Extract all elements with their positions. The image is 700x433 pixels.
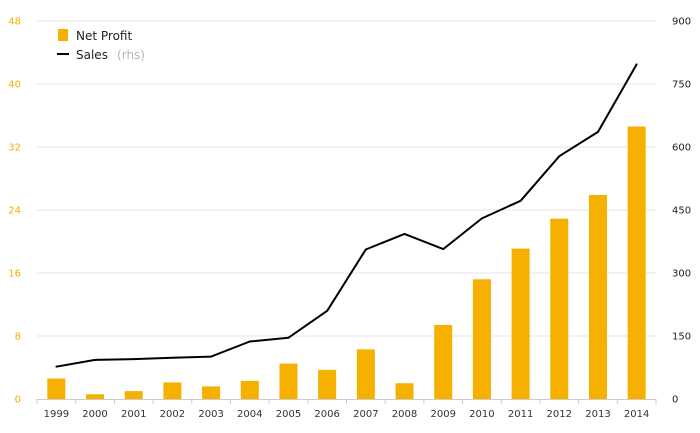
y-left-tick-label: 40	[8, 80, 21, 91]
y-left-tick-label: 24	[8, 206, 21, 217]
x-tick-label: 2012	[547, 409, 572, 420]
y-right-tick-label: 750	[672, 80, 691, 91]
point-sales-2005	[287, 336, 290, 339]
x-tick-label: 2004	[237, 409, 262, 420]
bar-net-profit-1999	[47, 378, 66, 399]
x-tick-label: 2014	[624, 409, 649, 420]
axes: 0 8 16 24 32 40 48 0 150 300 450 600 750 900 1999 2000 2…	[8, 17, 691, 421]
y-right-tick-label: 600	[672, 143, 691, 154]
y-right-tick-label: 0	[672, 395, 678, 406]
point-sales-2007	[364, 248, 367, 251]
point-sales-2011	[519, 199, 522, 202]
bar-net-profit-2000	[86, 394, 105, 399]
y-right-tick-label: 150	[672, 332, 691, 343]
bar-net-profit-2011	[511, 248, 530, 399]
point-sales-2004	[248, 340, 251, 343]
bar-net-profit-2009	[434, 324, 453, 399]
x-tick-label: 2009	[430, 409, 455, 420]
legend: Net Profit Sales (rhs)	[57, 29, 145, 63]
y-left-tick-label: 0	[15, 395, 21, 406]
point-sales-1999	[55, 365, 58, 368]
x-tick-label: 1999	[44, 409, 69, 420]
bar-net-profit-2002	[163, 382, 182, 399]
x-tick-label: 2005	[276, 409, 301, 420]
point-sales-2013	[597, 130, 599, 133]
point-sales-2010	[481, 217, 483, 220]
point-sales-2001	[132, 358, 135, 360]
sales-line-series	[55, 63, 638, 368]
bar-net-profit-2005	[279, 363, 298, 399]
legend-label-sales-name: Sales	[76, 48, 108, 62]
legend-label-net-profit: Net Profit	[76, 29, 132, 43]
x-tick-label: 2013	[585, 409, 610, 420]
x-tick-label: 2007	[353, 409, 378, 420]
bar-net-profit-2006	[318, 369, 337, 399]
x-tick-label: 2000	[82, 409, 107, 420]
x-tick-label: 2010	[469, 409, 494, 420]
bar-net-profit-2012	[550, 218, 569, 399]
legend-label-sales: Sales (rhs)	[76, 44, 145, 63]
y-right-tick-label: 900	[672, 17, 691, 28]
bar-net-profit-2010	[472, 279, 491, 399]
net-profit-bars	[47, 126, 646, 400]
point-sales-2009	[442, 248, 445, 250]
x-tick-label: 2008	[392, 409, 417, 420]
x-tick-label: 2011	[508, 409, 533, 420]
bar-net-profit-2013	[588, 195, 607, 399]
legend-swatch-net-profit	[58, 29, 68, 41]
bar-net-profit-2007	[356, 349, 375, 399]
point-sales-2008	[403, 233, 406, 235]
point-sales-2000	[94, 359, 96, 361]
legend-label-sales-suffix: (rhs)	[117, 48, 145, 62]
bar-net-profit-2004	[240, 380, 259, 399]
x-tick-label: 2001	[121, 409, 146, 420]
bar-net-profit-2008	[395, 383, 414, 399]
x-tick-label: 2006	[314, 409, 339, 420]
y-left-tick-label: 8	[15, 332, 21, 343]
bar-net-profit-2003	[202, 386, 221, 399]
y-right-tick-label: 450	[672, 206, 691, 217]
y-left-tick-label: 16	[8, 269, 21, 280]
y-right-tick-label: 300	[672, 269, 691, 280]
point-sales-2006	[326, 309, 329, 312]
x-tick-label: 2003	[198, 409, 223, 420]
y-left-tick-label: 48	[8, 17, 21, 28]
x-tick-label: 2002	[160, 409, 185, 420]
sales-line	[56, 63, 638, 368]
point-sales-2003	[210, 355, 212, 358]
point-sales-2014	[635, 63, 638, 66]
point-sales-2012	[558, 155, 561, 158]
bar-net-profit-2001	[124, 391, 143, 399]
bar-net-profit-2014	[627, 126, 646, 400]
point-sales-2002	[171, 356, 174, 359]
y-left-tick-label: 32	[8, 143, 21, 154]
